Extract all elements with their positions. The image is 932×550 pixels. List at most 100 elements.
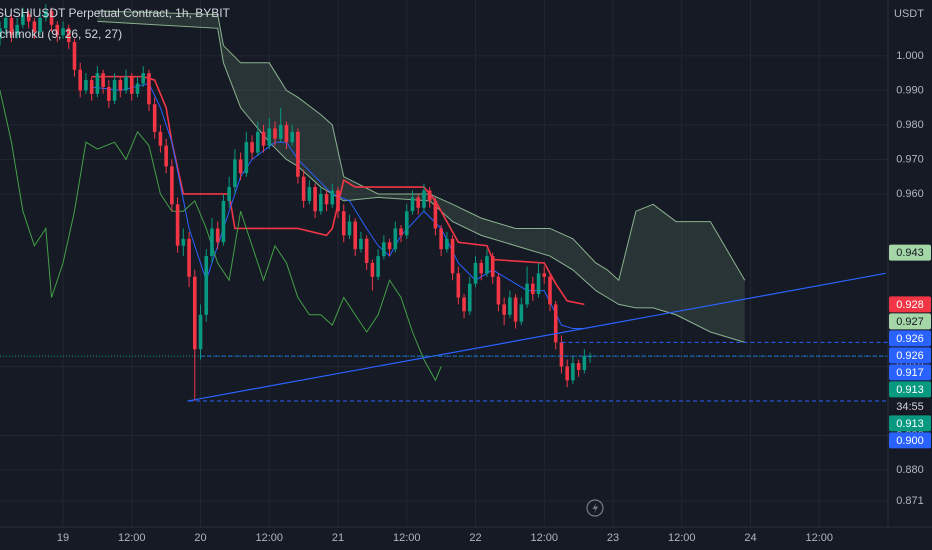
candle-body	[588, 356, 592, 358]
x-tick-label: 12:00	[805, 532, 833, 544]
candle-body	[72, 42, 77, 70]
candle-body	[164, 145, 168, 167]
price-tag-bg	[889, 381, 931, 398]
candle-body	[21, 14, 25, 25]
candle-body	[416, 197, 421, 208]
x-tick-label: 12:00	[668, 532, 696, 544]
x-tick-label: 23	[607, 532, 619, 544]
x-tick-label: 12:00	[530, 532, 558, 544]
candle-body	[336, 190, 340, 212]
candle-body	[553, 304, 558, 343]
candle-body	[250, 142, 254, 153]
candle-body	[341, 211, 346, 236]
candle-body	[215, 228, 220, 243]
candle-body	[422, 190, 426, 208]
candle-body	[445, 238, 449, 250]
indicator-label: Ichimoku (9, 26, 52, 27)	[0, 27, 122, 41]
candle-body	[324, 193, 329, 205]
price-tag-bg	[889, 432, 931, 449]
candle-body	[210, 228, 214, 257]
candle-body	[129, 76, 134, 94]
candle-body	[353, 221, 357, 250]
candle-body	[576, 363, 581, 370]
candle-body	[387, 242, 392, 250]
price-tag: 0.917	[896, 367, 924, 379]
candle-body	[278, 124, 283, 139]
candle-body	[490, 256, 495, 277]
candle-body	[410, 197, 415, 212]
candle-body	[112, 80, 117, 101]
candle-body	[170, 166, 174, 205]
indicator-line	[0, 90, 442, 382]
candle-body	[359, 238, 363, 250]
candle-body	[204, 256, 209, 315]
candle-body	[32, 21, 37, 32]
candle-body	[141, 73, 146, 84]
candle-body	[55, 24, 60, 36]
candle-body	[296, 131, 300, 177]
candle-body	[525, 283, 529, 305]
replay-icon[interactable]	[586, 499, 604, 517]
candle-body	[192, 276, 197, 350]
candle-body	[158, 131, 163, 146]
price-tag-bg	[889, 244, 931, 261]
candle-body	[496, 276, 501, 305]
candle-body	[227, 187, 231, 201]
candle-body	[84, 80, 88, 91]
candle-body	[9, 17, 14, 36]
candle-body	[393, 228, 398, 250]
candle-body	[313, 187, 317, 212]
price-tag-bg	[889, 296, 931, 313]
candle-body	[107, 86, 111, 101]
price-tags: 0.943 0.928 0.927 0.926 0.926 0.917 0.913 34:55…	[889, 244, 931, 449]
x-tick-label: 22	[469, 532, 481, 544]
candle-body	[61, 28, 65, 36]
countdown-bg	[889, 398, 931, 415]
candle-body	[15, 24, 19, 36]
candle-body	[147, 73, 151, 105]
candle-body	[565, 366, 569, 381]
price-tag-bg	[889, 330, 931, 347]
candle-body	[198, 314, 203, 350]
candle-body	[78, 69, 83, 91]
price-tag: 0.927	[896, 316, 924, 328]
candle-body	[450, 238, 455, 274]
candle-body	[382, 242, 386, 257]
candle-body	[66, 28, 71, 43]
ichimoku-lines	[0, 75, 585, 382]
candle-body	[347, 221, 352, 236]
candle-body	[542, 273, 547, 277]
y-tick-label: 1.000	[896, 50, 924, 62]
candle-body	[502, 304, 506, 315]
price-tag: 0.926	[896, 333, 924, 345]
candle-body	[49, 11, 54, 25]
drawings	[0, 272, 888, 402]
price-tag: 0.943	[896, 247, 924, 259]
candle-body	[187, 238, 191, 277]
cloud-upper	[97, 10, 746, 282]
candle-body	[101, 73, 105, 87]
x-tick-label: 19	[57, 532, 69, 544]
chart-title: SUSHIUSDT Perpetual Contract, 1h, BYBIT	[0, 6, 231, 20]
candle-body	[261, 131, 266, 146]
countdown: 34:55	[896, 401, 924, 413]
candle-body	[95, 73, 100, 94]
candle-body	[376, 256, 380, 277]
candle-body	[175, 204, 180, 246]
candle-body	[273, 128, 277, 139]
candle-body	[456, 273, 461, 298]
x-tick-label: 12:00	[118, 532, 146, 544]
y-tick-label: 0.990	[896, 84, 924, 96]
price-tag-bg	[889, 313, 931, 330]
candle-body	[44, 11, 48, 18]
candle-body	[462, 297, 466, 312]
candle-body	[485, 256, 489, 274]
candle-body	[267, 128, 272, 146]
candle-body	[473, 262, 478, 284]
candle-body	[290, 131, 294, 143]
price-tag-bg	[889, 347, 931, 364]
candle-body	[370, 262, 375, 277]
